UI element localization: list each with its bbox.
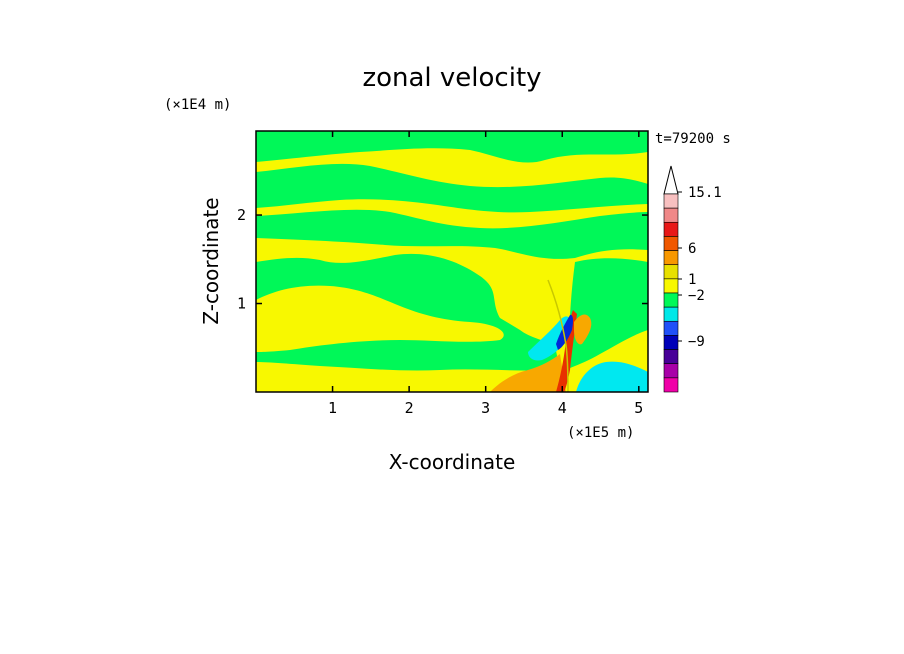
colorbar-label: −2 xyxy=(688,288,705,304)
y-tick-label: 1 xyxy=(237,295,246,313)
green-band-upper xyxy=(256,163,648,213)
x-multiplier-label: (×1E5 m) xyxy=(567,425,634,441)
colorbar-swatch xyxy=(663,377,679,393)
blue-core xyxy=(556,314,574,350)
x-tick-label: 2 xyxy=(405,399,414,417)
y-multiplier-label: (×1E4 m) xyxy=(164,97,231,113)
x-axis: 1 2 3 4 5 xyxy=(328,131,643,417)
colorbar-swatch xyxy=(663,278,679,294)
plot-area xyxy=(256,131,648,392)
colorbar-swatch xyxy=(663,207,679,223)
orange-front-right xyxy=(574,314,592,345)
x-tick-label: 1 xyxy=(328,399,337,417)
plot-frame xyxy=(255,130,649,393)
colorbar-label: −9 xyxy=(688,334,705,350)
colorbar-swatch xyxy=(663,363,679,379)
green-band-top xyxy=(256,131,648,163)
colorbar-label: 1 xyxy=(688,272,696,288)
colorbar-label: 6 xyxy=(688,241,696,257)
yellow-lens-left xyxy=(256,285,504,352)
green-band-right xyxy=(569,258,648,368)
x-axis-label: X-coordinate xyxy=(389,450,516,474)
colorbar-swatch xyxy=(663,193,679,209)
colorbar-swatch xyxy=(663,335,679,350)
colorbar-swatch xyxy=(663,221,679,237)
cyan-region-left xyxy=(528,316,571,361)
green-band-middle xyxy=(256,209,648,259)
colorbar-swatch xyxy=(663,320,679,336)
colorbar-swatch xyxy=(663,349,679,365)
colorbar-label: 15.1 xyxy=(688,185,722,201)
colorbar-swatch xyxy=(663,250,679,266)
colorbar-swatch xyxy=(663,292,679,308)
colorbar-swatch xyxy=(663,264,679,280)
y-axis: 12 xyxy=(237,206,648,313)
chart-title: zonal velocity xyxy=(362,63,541,93)
colorbar-swatch xyxy=(663,306,679,322)
colorbar-swatch xyxy=(663,236,679,251)
cyan-region-bottom-right xyxy=(576,361,648,392)
colorbar-extend-arrow xyxy=(663,165,679,195)
orange-front-bottom xyxy=(490,354,566,392)
y-axis-label: Z-coordinate xyxy=(199,197,223,324)
x-tick-label: 5 xyxy=(634,399,643,417)
front-line xyxy=(547,279,569,392)
time-label: t=79200 s xyxy=(655,131,731,147)
x-tick-label: 3 xyxy=(481,399,490,417)
colorbar: 15.1 6 1−2 −9 xyxy=(663,165,722,393)
x-tick-label: 4 xyxy=(558,399,567,417)
y-tick-label: 2 xyxy=(237,206,246,224)
